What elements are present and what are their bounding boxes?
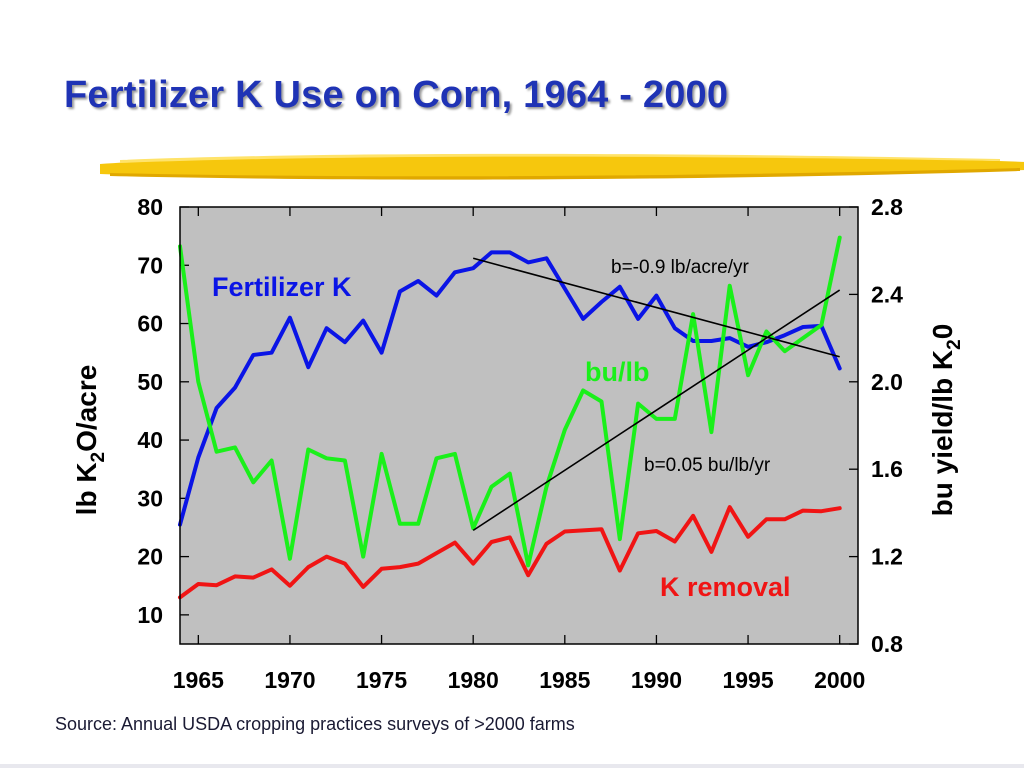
fertilizer-k-label: Fertilizer K: [212, 272, 352, 302]
source-note: Source: Annual USDA cropping practices s…: [55, 714, 575, 734]
y-right-tick-label: 0.8: [871, 631, 903, 657]
y-axis-right-label: bu yield/lb K20: [927, 324, 965, 517]
y-right-tick-label: 2.0: [871, 369, 903, 395]
y-left-tick-label: 40: [137, 427, 163, 453]
y-right-tick-label: 2.8: [871, 194, 903, 220]
plot-frame: [179, 206, 859, 645]
y-left-tick-label: 50: [137, 369, 163, 395]
y-axis-left-label: lb K2O/acre: [71, 365, 109, 516]
k-removal-line: [178, 505, 842, 600]
y-left-tick-label: 60: [137, 311, 163, 337]
y-right-tick-label: 2.4: [871, 281, 903, 307]
y-left-tick-label: 20: [137, 544, 163, 570]
fertilizer-k-trend-line: [472, 257, 840, 358]
slide-title: Fertilizer K Use on Corn, 1964 - 2000: [64, 74, 729, 116]
x-tick-label: 1970: [264, 667, 315, 693]
x-tick-label: 1980: [448, 667, 499, 693]
x-tick-label: 1975: [356, 667, 407, 693]
y-left-tick-label: 30: [137, 485, 163, 511]
title-underline-brush: [100, 153, 1024, 180]
bu-per-lb-label: bu/lb: [585, 357, 649, 387]
y-right-tick-label: 1.6: [871, 456, 903, 482]
x-tick-label: 1995: [722, 667, 773, 693]
x-tick-label: 1965: [173, 667, 224, 693]
x-tick-label: 2000: [814, 667, 865, 693]
x-tick-label: 1985: [539, 667, 590, 693]
bu-per-lb-line: [178, 235, 842, 568]
y-right-tick-label: 1.2: [871, 544, 903, 570]
y-left-tick-label: 70: [137, 252, 163, 278]
x-tick-label: 1990: [631, 667, 682, 693]
y-left-tick-label: 10: [137, 602, 163, 628]
fertilizer-k-line: [178, 250, 842, 527]
k-trend-slope-label: b=-0.9 lb/acre/yr: [611, 257, 749, 278]
bu-trend-slope-label: b=0.05 bu/lb/yr: [644, 455, 771, 476]
plot-area: [180, 207, 858, 644]
k-removal-label: K removal: [660, 572, 791, 602]
y-left-tick-label: 80: [137, 194, 163, 220]
footer-rule: [0, 764, 1024, 768]
bu-per-lb-trend-line: [472, 289, 841, 532]
